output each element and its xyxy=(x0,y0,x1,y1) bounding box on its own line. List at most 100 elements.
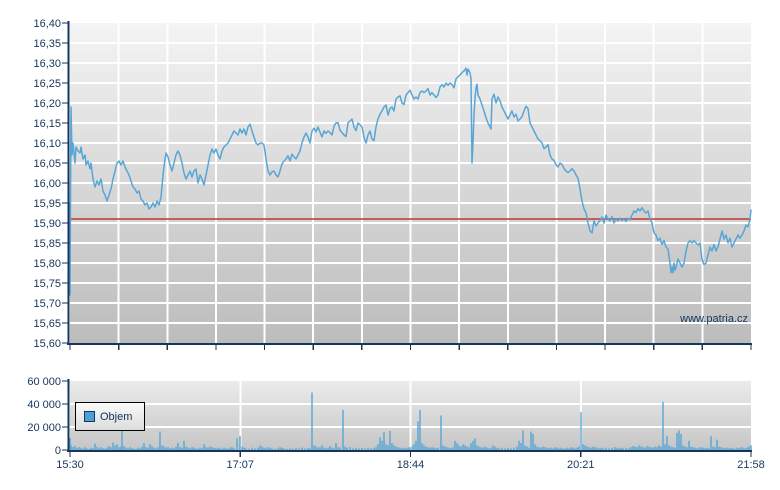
volume-bar xyxy=(580,412,582,451)
volume-bar xyxy=(219,448,221,450)
volume-bar xyxy=(271,448,273,450)
volume-bar xyxy=(295,447,297,450)
y-axis-tick-label: 16,40 xyxy=(33,18,61,30)
volume-bar xyxy=(716,439,718,450)
volume-bar xyxy=(215,448,217,450)
volume-bar xyxy=(283,448,285,450)
volume-bar xyxy=(203,444,205,451)
volume-bar xyxy=(405,448,407,450)
y-axis-tick-label: 16,20 xyxy=(33,98,61,110)
volume-bar xyxy=(586,446,588,451)
volume-bar xyxy=(233,448,235,450)
volume-bar xyxy=(417,421,419,451)
y-axis-tick-label: 15,65 xyxy=(33,318,61,330)
volume-bar xyxy=(393,445,395,450)
volume-bar xyxy=(472,440,474,450)
volume-bar xyxy=(84,447,86,450)
volume-bar xyxy=(662,401,664,450)
volume-ticks xyxy=(62,380,752,457)
volume-bar xyxy=(630,447,632,450)
volume-bar xyxy=(344,446,346,451)
volume-bar xyxy=(642,447,644,450)
volume-bar xyxy=(518,440,520,450)
volume-bar xyxy=(123,446,125,450)
volume-bar xyxy=(358,448,360,450)
volume-bar xyxy=(397,447,399,450)
volume-bar xyxy=(86,448,88,450)
volume-bar xyxy=(82,448,84,450)
volume-bar xyxy=(640,446,642,451)
volume-bar xyxy=(72,447,74,450)
volume-bar xyxy=(492,445,494,450)
volume-bar xyxy=(286,448,288,450)
volume-bar xyxy=(666,436,668,450)
volume-bar xyxy=(277,448,279,450)
volume-bar xyxy=(718,446,720,451)
volume-bar xyxy=(181,447,183,450)
volume-bar xyxy=(548,448,550,450)
volume-bar xyxy=(319,447,321,450)
volume-bar xyxy=(121,428,123,450)
volume-bar xyxy=(702,447,704,450)
volume-bar xyxy=(498,448,500,450)
volume-bar xyxy=(209,446,211,451)
volume-bar xyxy=(265,448,267,450)
volume-bar xyxy=(501,447,503,450)
volume-bar xyxy=(460,446,462,451)
y-axis-tick-label: 60 000 xyxy=(27,376,61,388)
volume-bar xyxy=(189,448,191,450)
volume-bar xyxy=(690,446,692,451)
volume-bar xyxy=(611,447,613,450)
volume-bar xyxy=(269,447,271,450)
volume-bar xyxy=(598,448,600,450)
x-axis-tick-label: 21:58 xyxy=(737,459,765,471)
y-axis-tick-label: 15,90 xyxy=(33,218,61,230)
volume-bar xyxy=(724,448,726,450)
y-axis-tick-label: 15,95 xyxy=(33,198,61,210)
volume-bar xyxy=(696,448,698,450)
volume-bar xyxy=(700,447,702,450)
volume-bar xyxy=(510,448,512,450)
main-axes xyxy=(67,21,752,345)
volume-bar xyxy=(92,448,94,450)
volume-bar xyxy=(112,442,114,450)
volume-bar xyxy=(507,447,509,450)
volume-bar xyxy=(385,444,387,451)
volume-bar xyxy=(129,447,131,450)
volume-bar xyxy=(596,447,598,450)
volume-bar xyxy=(660,446,662,451)
volume-bar xyxy=(528,447,530,450)
volume-bar xyxy=(317,447,319,450)
volume-bar xyxy=(628,448,630,450)
volume-bar xyxy=(80,447,82,450)
volume-bar xyxy=(76,448,78,450)
volume-bar xyxy=(556,447,558,450)
volume-bar xyxy=(698,447,700,450)
y-axis-tick-label: 16,10 xyxy=(33,138,61,150)
volume-bar xyxy=(175,446,177,451)
volume-bar xyxy=(650,447,652,450)
volume-bar xyxy=(636,447,638,450)
volume-bar xyxy=(670,446,672,451)
volume-bar xyxy=(658,445,660,450)
y-axis-tick-label: 16,25 xyxy=(33,78,61,90)
volume-bar xyxy=(429,447,431,450)
volume-bar xyxy=(191,447,193,450)
volume-bar xyxy=(100,447,102,450)
volume-bar xyxy=(145,447,147,450)
volume-bar xyxy=(568,448,570,450)
volume-bar xyxy=(201,448,203,450)
volume-bar xyxy=(409,447,411,450)
volume-bar xyxy=(720,447,722,450)
volume-bar xyxy=(333,448,335,450)
volume-bar xyxy=(315,446,317,451)
volume-bar xyxy=(231,447,233,450)
volume-bar xyxy=(638,445,640,450)
volume-bar xyxy=(193,447,195,450)
volume-bar xyxy=(572,447,574,450)
volume-bar xyxy=(321,445,323,450)
volume-bar xyxy=(490,447,492,450)
volume-bar xyxy=(307,447,309,450)
